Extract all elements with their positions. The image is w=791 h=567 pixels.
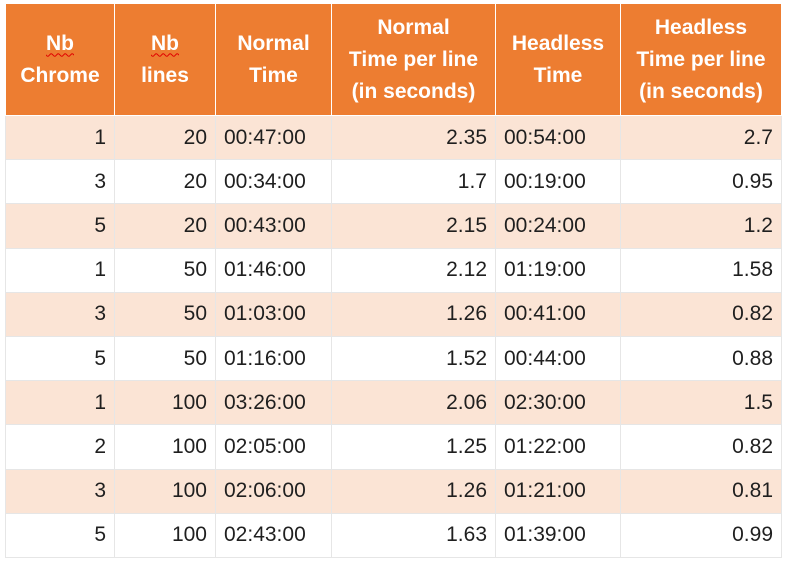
cell-normal-time: 00:47:00 (215, 114, 332, 161)
header-nb-chrome-line-2: Chrome (20, 63, 100, 87)
cell-nb-chrome: 3 (5, 291, 115, 337)
table-row: 5 50 01:16:00 1.52 00:44:00 0.88 (5, 335, 782, 382)
header-normal-time-line-1: Normal (237, 31, 310, 55)
cell-headless-time: 00:44:00 (495, 335, 621, 382)
cell-nb-lines: 100 (114, 512, 216, 558)
header-nb-chrome-line-1: Nb (46, 31, 74, 55)
cell-headless-time-per-line: 2.7 (620, 114, 782, 161)
header-headless-tpl-line-3: (in seconds) (639, 79, 763, 103)
cell-headless-time: 01:22:00 (495, 424, 621, 470)
header-normal-tpl-line-1: Normal (377, 15, 450, 39)
header-row: Nb Chrome Nb lines Normal Time Normal Ti… (5, 3, 782, 116)
cell-headless-time-per-line: 0.81 (620, 468, 782, 514)
table-row: 1 20 00:47:00 2.35 00:54:00 2.7 (5, 114, 782, 161)
cell-headless-time: 00:24:00 (495, 203, 621, 249)
cell-nb-chrome: 5 (5, 203, 115, 249)
cell-headless-time: 02:30:00 (495, 380, 621, 426)
cell-nb-lines: 100 (114, 380, 216, 426)
cell-nb-lines: 50 (114, 291, 216, 337)
cell-nb-lines: 50 (114, 335, 216, 382)
header-normal-time-line-2: Time (249, 63, 298, 87)
cell-normal-time-per-line: 1.63 (331, 512, 496, 558)
cell-normal-time: 02:43:00 (215, 512, 332, 558)
cell-headless-time-per-line: 0.99 (620, 512, 782, 558)
cell-nb-lines: 50 (114, 247, 216, 293)
header-headless-tpl-line-2: Time per line (636, 47, 766, 71)
cell-normal-time-per-line: 1.52 (331, 335, 496, 382)
cell-normal-time-per-line: 2.06 (331, 380, 496, 426)
header-headless-tpl-line-1: Headless (654, 15, 748, 39)
table-row: 3 20 00:34:00 1.7 00:19:00 0.95 (5, 159, 782, 205)
header-nb-chrome: Nb Chrome (5, 3, 115, 116)
header-normal-time: Normal Time (215, 3, 332, 116)
cell-normal-time-per-line: 1.25 (331, 424, 496, 470)
header-headless-time: Headless Time (495, 3, 621, 116)
cell-normal-time-per-line: 1.26 (331, 291, 496, 337)
benchmark-table-container: Nb Chrome Nb lines Normal Time Normal Ti… (5, 3, 782, 558)
cell-nb-chrome: 1 (5, 380, 115, 426)
cell-nb-chrome: 5 (5, 335, 115, 382)
header-headless-time-line-1: Headless (511, 31, 605, 55)
header-normal-tpl-line-3: (in seconds) (351, 79, 476, 103)
benchmark-table: Nb Chrome Nb lines Normal Time Normal Ti… (5, 3, 782, 558)
table-row: 3 50 01:03:00 1.26 00:41:00 0.82 (5, 291, 782, 337)
cell-headless-time: 00:41:00 (495, 291, 621, 337)
header-normal-time-per-line: Normal Time per line (in seconds) (331, 3, 496, 116)
cell-headless-time-per-line: 0.82 (620, 291, 782, 337)
table-row: 5 100 02:43:00 1.63 01:39:00 0.99 (5, 512, 782, 558)
header-headless-time-line-2: Time (533, 63, 583, 87)
header-nb-lines-line-1: Nb (151, 31, 179, 55)
cell-headless-time-per-line: 0.82 (620, 424, 782, 470)
cell-normal-time: 02:06:00 (215, 468, 332, 514)
header-normal-tpl-line-2: Time per line (348, 47, 479, 71)
cell-headless-time: 00:54:00 (495, 114, 621, 161)
header-headless-time-per-line: Headless Time per line (in seconds) (620, 3, 782, 116)
cell-normal-time: 00:43:00 (215, 203, 332, 249)
table-row: 5 20 00:43:00 2.15 00:24:00 1.2 (5, 203, 782, 249)
table-header: Nb Chrome Nb lines Normal Time Normal Ti… (5, 3, 782, 116)
cell-headless-time-per-line: 1.5 (620, 380, 782, 426)
cell-nb-chrome: 1 (5, 114, 115, 161)
cell-headless-time: 01:21:00 (495, 468, 621, 514)
cell-nb-lines: 100 (114, 424, 216, 470)
table-row: 1 50 01:46:00 2.12 01:19:00 1.58 (5, 247, 782, 293)
cell-nb-lines: 20 (114, 114, 216, 161)
cell-headless-time: 00:19:00 (495, 159, 621, 205)
table-body: 1 20 00:47:00 2.35 00:54:00 2.7 3 20 00:34:00 1.7… (5, 114, 782, 558)
cell-normal-time-per-line: 2.15 (331, 203, 496, 249)
cell-nb-chrome: 3 (5, 468, 115, 514)
cell-normal-time: 00:34:00 (215, 159, 332, 205)
cell-normal-time-per-line: 2.12 (331, 247, 496, 293)
cell-nb-chrome: 3 (5, 159, 115, 205)
cell-headless-time-per-line: 1.2 (620, 203, 782, 249)
table-row: 2 100 02:05:00 1.25 01:22:00 0.82 (5, 424, 782, 470)
cell-nb-chrome: 2 (5, 424, 115, 470)
cell-normal-time: 02:05:00 (215, 424, 332, 470)
cell-normal-time: 03:26:00 (215, 380, 332, 426)
cell-headless-time: 01:39:00 (495, 512, 621, 558)
cell-normal-time: 01:16:00 (215, 335, 332, 382)
cell-normal-time: 01:46:00 (215, 247, 332, 293)
cell-nb-lines: 20 (114, 203, 216, 249)
cell-normal-time-per-line: 1.7 (331, 159, 496, 205)
cell-nb-chrome: 5 (5, 512, 115, 558)
table-row: 1 100 03:26:00 2.06 02:30:00 1.5 (5, 380, 782, 426)
header-nb-lines: Nb lines (114, 3, 216, 116)
cell-headless-time-per-line: 0.88 (620, 335, 782, 382)
cell-normal-time-per-line: 1.26 (331, 468, 496, 514)
cell-nb-lines: 100 (114, 468, 216, 514)
cell-normal-time-per-line: 2.35 (331, 114, 496, 161)
header-nb-lines-line-2: lines (141, 63, 189, 87)
cell-headless-time-per-line: 0.95 (620, 159, 782, 205)
table-row: 3 100 02:06:00 1.26 01:21:00 0.81 (5, 468, 782, 514)
cell-nb-chrome: 1 (5, 247, 115, 293)
cell-normal-time: 01:03:00 (215, 291, 332, 337)
cell-headless-time-per-line: 1.58 (620, 247, 782, 293)
cell-nb-lines: 20 (114, 159, 216, 205)
cell-headless-time: 01:19:00 (495, 247, 621, 293)
